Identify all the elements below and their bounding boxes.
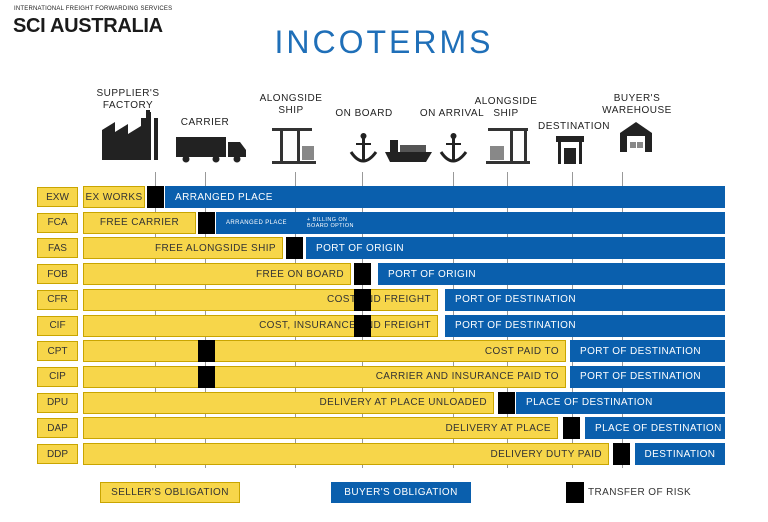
ship-icon [385, 140, 432, 162]
seller-bar: DELIVERY DUTY PAID [83, 443, 609, 465]
buyer-label: ARRANGED PLACE [226, 219, 287, 226]
buyer-bar: PLACE OF DESTINATION [516, 391, 725, 414]
buyer-bar: PORT OF DESTINATION [570, 340, 725, 363]
row-code: FCA [37, 212, 78, 233]
shop-icon [556, 136, 584, 164]
row-code: DDP [37, 444, 78, 464]
seller-bar: FREE CARRIER [83, 211, 196, 234]
seller-bar: COST AND FREIGHT [83, 288, 438, 311]
buyer-bar: PLACE OF DESTINATION [585, 417, 725, 440]
tagline: INTERNATIONAL FREIGHT FORWARDING SERVICE… [14, 6, 173, 12]
seller-bar: CARRIER AND INSURANCE PAID TO [83, 365, 566, 388]
legend-risk: TRANSFER OF RISK [588, 487, 692, 498]
brand: SCI AUSTRALIA [13, 15, 163, 37]
title: INCOTERMS [274, 24, 494, 60]
anchor-icon [349, 133, 378, 163]
legend-buyer: BUYER'S OBLIGATION [331, 482, 471, 503]
risk-marker [354, 288, 371, 311]
crane-icon-2 [486, 128, 530, 164]
truck-icon [176, 137, 246, 163]
seller-bar: COST, INSURANCE AND FREIGHT [83, 314, 438, 337]
warehouse-icon [620, 122, 652, 152]
row-code: FOB [37, 264, 78, 285]
seller-bar: DELIVERY AT PLACE [83, 417, 558, 440]
risk-marker [354, 314, 371, 337]
buyer-bar: PORT OF DESTINATION [445, 288, 725, 311]
risk-marker [147, 186, 164, 208]
stage-label: ALONGSIDE SHIP [259, 93, 323, 116]
buyer-bar: DESTINATION [635, 443, 725, 465]
buyer-bar: PORT OF DESTINATION [570, 365, 725, 388]
buyer-bar: ARRANGED PLACE [165, 186, 725, 208]
risk-marker [354, 263, 371, 286]
seller-bar: EX WORKS [83, 186, 145, 208]
row-code: CFR [37, 289, 78, 310]
icons [102, 110, 652, 164]
buyer-note: + BILLING ON BOARD OPTION [306, 216, 354, 229]
row-code: CPT [37, 341, 78, 362]
stage-label: ON ARRIVAL [419, 108, 485, 119]
seller-bar: FREE ON BOARD [83, 263, 351, 286]
buyer-bar: PORT OF ORIGIN [306, 237, 725, 260]
risk-marker [563, 417, 580, 440]
row-code: EXW [37, 187, 78, 207]
stage-label: ALONGSIDE SHIP [474, 96, 538, 119]
risk-marker [198, 365, 215, 388]
stage-label: CARRIER [180, 117, 230, 128]
seller-bar: DELIVERY AT PLACE UNLOADED [83, 391, 494, 414]
risk-marker [498, 391, 515, 414]
stage-label: BUYER'S WAREHOUSE [602, 93, 672, 116]
buyer-bar: ARRANGED PLACE + BILLING ON BOARD OPTION [216, 211, 725, 234]
stage-label: SUPPLIER'S FACTORY [96, 88, 160, 111]
buyer-bar: PORT OF ORIGIN [378, 263, 725, 286]
risk-marker [198, 340, 215, 363]
row-code: FAS [37, 238, 78, 259]
risk-marker [286, 237, 303, 260]
risk-marker [198, 211, 215, 234]
row-code: DAP [37, 418, 78, 439]
row-code: CIF [37, 315, 78, 336]
seller-bar: FREE ALONGSIDE SHIP [83, 237, 283, 260]
crane-icon [272, 128, 316, 164]
row-code: DPU [37, 392, 78, 413]
stage-label: DESTINATION [538, 121, 610, 132]
stage-label: ON BOARD [335, 108, 393, 119]
anchor-icon-2 [439, 133, 468, 163]
risk-marker [613, 443, 630, 465]
seller-bar: COST PAID TO [83, 340, 566, 363]
legend-risk-swatch [566, 482, 584, 503]
buyer-bar: PORT OF DESTINATION [445, 314, 725, 337]
legend-seller: SELLER'S OBLIGATION [100, 482, 240, 503]
row-code: CIP [37, 366, 78, 387]
factory-icon [102, 110, 158, 160]
